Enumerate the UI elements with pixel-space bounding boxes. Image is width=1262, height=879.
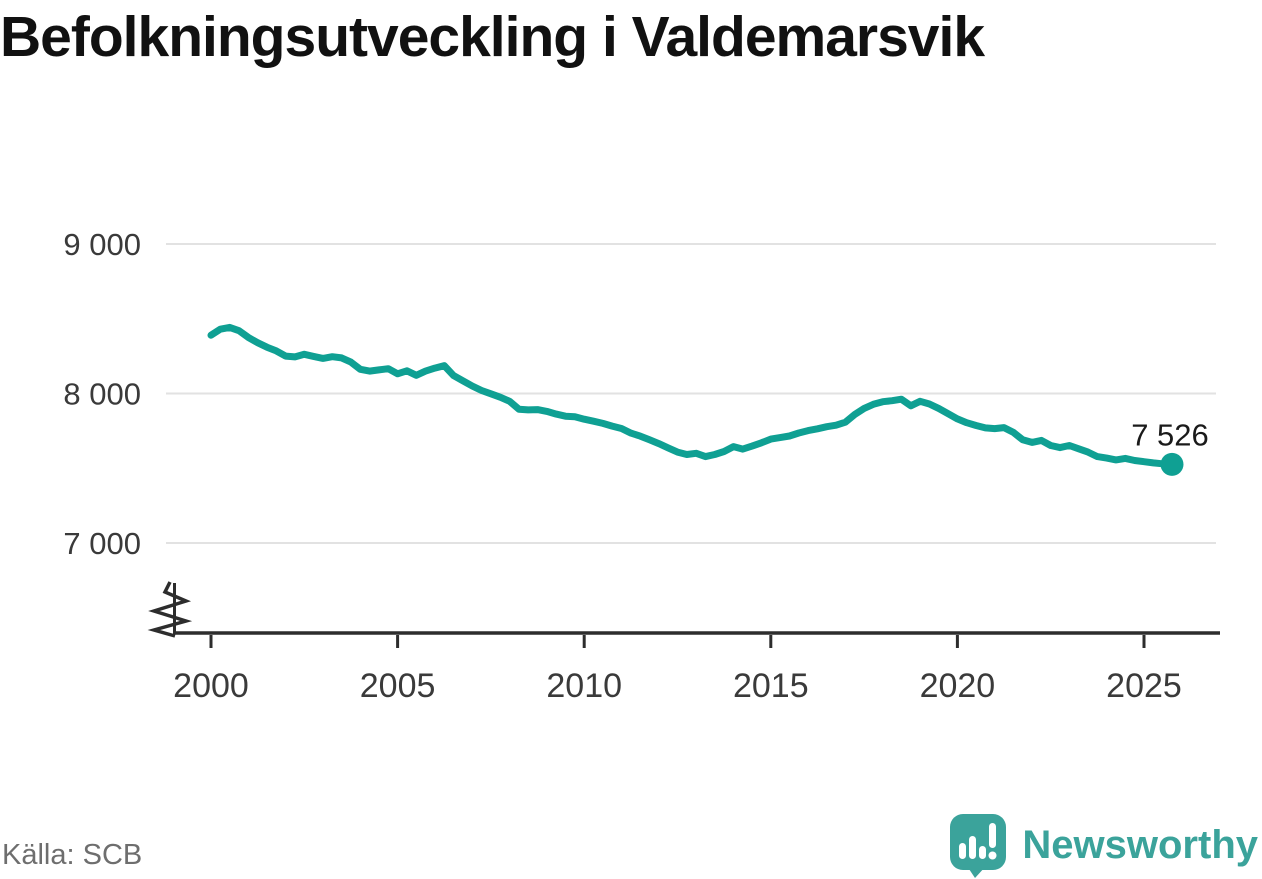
newsworthy-logo-text: Newsworthy — [1022, 822, 1258, 867]
y-tick-label: 8 000 — [63, 377, 141, 412]
axis-break-icon — [147, 581, 193, 638]
x-tick-label: 2000 — [173, 667, 249, 705]
x-tick-label: 2005 — [360, 667, 436, 705]
newsworthy-logo: Newsworthy — [948, 812, 1258, 878]
x-tick-label: 2015 — [733, 667, 809, 705]
population-series-line — [207, 323, 1176, 468]
y-tick-label: 9 000 — [63, 227, 141, 262]
x-tick-label: 2010 — [546, 667, 622, 705]
population-line-chart: 9 000 8 000 7 000 2000 2005 2010 2015 2020 2025 7… — [63, 227, 1220, 705]
x-tick-label: 2020 — [920, 667, 996, 705]
y-tick-label: 7 000 — [63, 526, 141, 561]
chart-title: Befolkningsutveckling i Valdemarsvik — [0, 5, 985, 69]
source-label: Källa: SCB — [2, 839, 143, 871]
last-point-marker — [1160, 452, 1184, 476]
last-value-label: 7 526 — [1131, 417, 1209, 452]
x-tick-label: 2025 — [1106, 667, 1182, 705]
newsworthy-logo-icon — [950, 814, 1007, 878]
